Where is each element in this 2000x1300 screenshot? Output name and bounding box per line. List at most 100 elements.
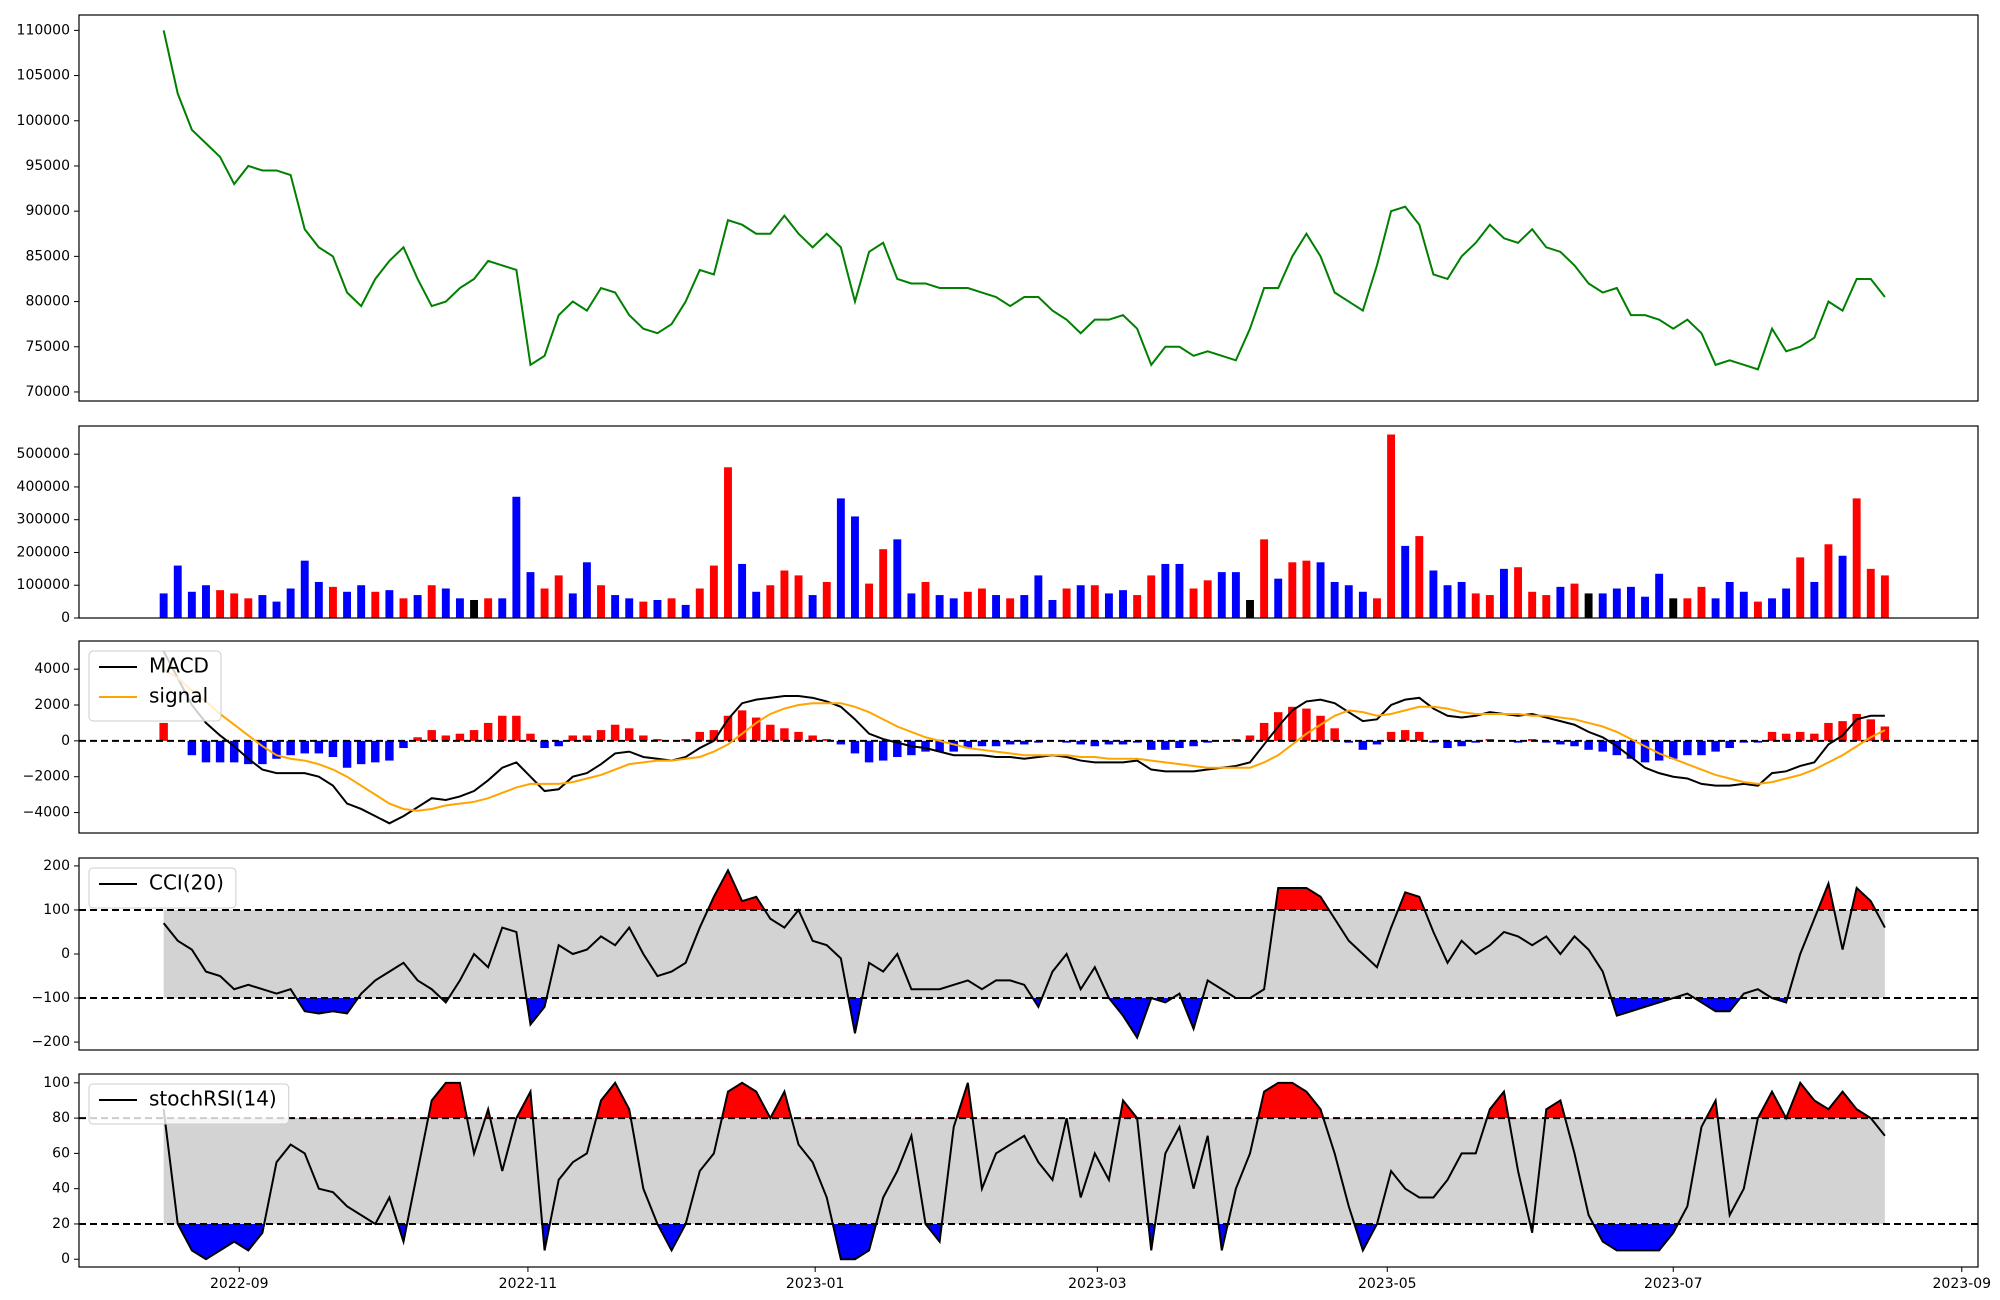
histogram-bar bbox=[780, 728, 789, 741]
panel-frame bbox=[78, 640, 1979, 834]
histogram-bar bbox=[469, 730, 479, 741]
volume-bar bbox=[1796, 557, 1805, 618]
volume-bar bbox=[963, 591, 972, 618]
volume-bar bbox=[582, 562, 591, 618]
volume-bar bbox=[202, 585, 210, 618]
histogram-bar bbox=[977, 740, 987, 747]
volume-bar bbox=[371, 591, 380, 618]
volume-bar bbox=[1514, 567, 1523, 618]
y-tick-label: 100 bbox=[43, 1075, 70, 1091]
volume-bar bbox=[1866, 568, 1875, 618]
y-tick-label: 110000 bbox=[17, 22, 70, 38]
y-tick-label: 0 bbox=[61, 610, 70, 626]
y-tick-label: 200000 bbox=[17, 544, 70, 560]
y-tick-label: 300000 bbox=[17, 512, 70, 528]
histogram-bar bbox=[1513, 740, 1523, 743]
histogram-bar bbox=[399, 740, 408, 749]
volume-bar bbox=[893, 539, 902, 618]
y-tick-label: 0 bbox=[61, 946, 70, 962]
overbought-fill bbox=[163, 1082, 1885, 1119]
legend-box bbox=[88, 650, 222, 722]
volume-bar bbox=[554, 575, 563, 618]
histogram-bar bbox=[836, 740, 846, 745]
histogram-bar bbox=[808, 735, 817, 741]
y-tick-label: 100 bbox=[43, 902, 70, 918]
volume-bar bbox=[1260, 539, 1269, 618]
volume-bar bbox=[1655, 573, 1664, 618]
volume-bar bbox=[343, 591, 352, 618]
y-tick-label: 105000 bbox=[17, 68, 70, 84]
histogram-bar bbox=[1175, 740, 1184, 749]
volume-bar bbox=[1725, 581, 1734, 618]
histogram-bar bbox=[328, 740, 338, 757]
x-tick-label: 2023-07 bbox=[1644, 1276, 1703, 1292]
y-tick-label: 90000 bbox=[25, 203, 70, 219]
legend-label: signal bbox=[149, 684, 208, 708]
volume-bar bbox=[1048, 599, 1057, 618]
histogram-bar bbox=[1669, 740, 1678, 759]
histogram-bar bbox=[723, 715, 733, 741]
volume-bar bbox=[1485, 595, 1494, 618]
y-tick-label: 70000 bbox=[25, 384, 70, 400]
volume-bar bbox=[1387, 434, 1396, 618]
x-tick-label: 2023-09 bbox=[1933, 1276, 1992, 1292]
volume-bar bbox=[1612, 588, 1621, 618]
volume-bar bbox=[526, 572, 535, 618]
y-tick-label: −100 bbox=[32, 990, 70, 1006]
neutral-band bbox=[163, 909, 1885, 999]
legend: CCI(20) bbox=[88, 867, 237, 909]
histogram-bar bbox=[244, 740, 253, 765]
histogram-bar bbox=[921, 740, 930, 752]
histogram-bar bbox=[1725, 740, 1734, 749]
histogram-bar bbox=[1189, 740, 1198, 747]
volume-bar bbox=[738, 563, 747, 618]
histogram-bar bbox=[878, 740, 888, 761]
volume-bar bbox=[1641, 596, 1649, 618]
histogram-bar bbox=[1090, 740, 1100, 747]
histogram-bar bbox=[1810, 733, 1819, 741]
volume-bar bbox=[1006, 598, 1015, 618]
volume-bar bbox=[1189, 588, 1198, 618]
oversold-fill bbox=[163, 998, 1885, 1038]
volume-bar bbox=[794, 575, 803, 618]
volume-bar bbox=[724, 467, 732, 618]
histogram-bar bbox=[272, 740, 281, 759]
volume-bar bbox=[357, 585, 366, 618]
histogram-bar bbox=[1711, 740, 1720, 752]
volume-bar bbox=[1880, 575, 1889, 618]
volume-bar bbox=[1020, 595, 1029, 618]
histogram-bar bbox=[1020, 740, 1029, 745]
histogram-bar bbox=[1372, 740, 1382, 745]
volume-bar bbox=[272, 601, 281, 618]
histogram-bar bbox=[1570, 740, 1579, 747]
volume-bar bbox=[1838, 555, 1847, 618]
volume-bar bbox=[1626, 586, 1635, 618]
histogram-bar bbox=[610, 724, 620, 741]
volume-bar bbox=[173, 565, 182, 618]
histogram-bar bbox=[455, 733, 465, 741]
histogram-bar bbox=[1683, 740, 1692, 756]
histogram-bar bbox=[1443, 740, 1452, 749]
legend-label: CCI(20) bbox=[149, 871, 224, 895]
volume-bar bbox=[1598, 593, 1607, 618]
histogram-bar bbox=[596, 730, 606, 741]
histogram-bar bbox=[991, 740, 1001, 747]
y-tick-label: 2000 bbox=[34, 697, 70, 713]
volume-bar bbox=[653, 599, 662, 618]
volume-bar bbox=[1542, 595, 1551, 618]
volume-bar bbox=[836, 498, 845, 618]
x-tick-label: 2023-03 bbox=[1068, 1276, 1127, 1292]
histogram-bar bbox=[1302, 708, 1311, 741]
histogram-bar bbox=[1584, 740, 1593, 750]
histogram-bar bbox=[413, 737, 422, 741]
volume-bar bbox=[413, 595, 422, 618]
plot-area bbox=[162, 30, 1886, 371]
histogram-bar bbox=[1386, 731, 1396, 741]
volume-bar bbox=[441, 588, 450, 618]
volume-bar bbox=[1203, 580, 1212, 618]
histogram-bar bbox=[639, 735, 648, 741]
histogram-bar bbox=[1161, 740, 1170, 750]
y-tick-label: 500000 bbox=[17, 446, 70, 462]
histogram-bar bbox=[751, 717, 761, 741]
